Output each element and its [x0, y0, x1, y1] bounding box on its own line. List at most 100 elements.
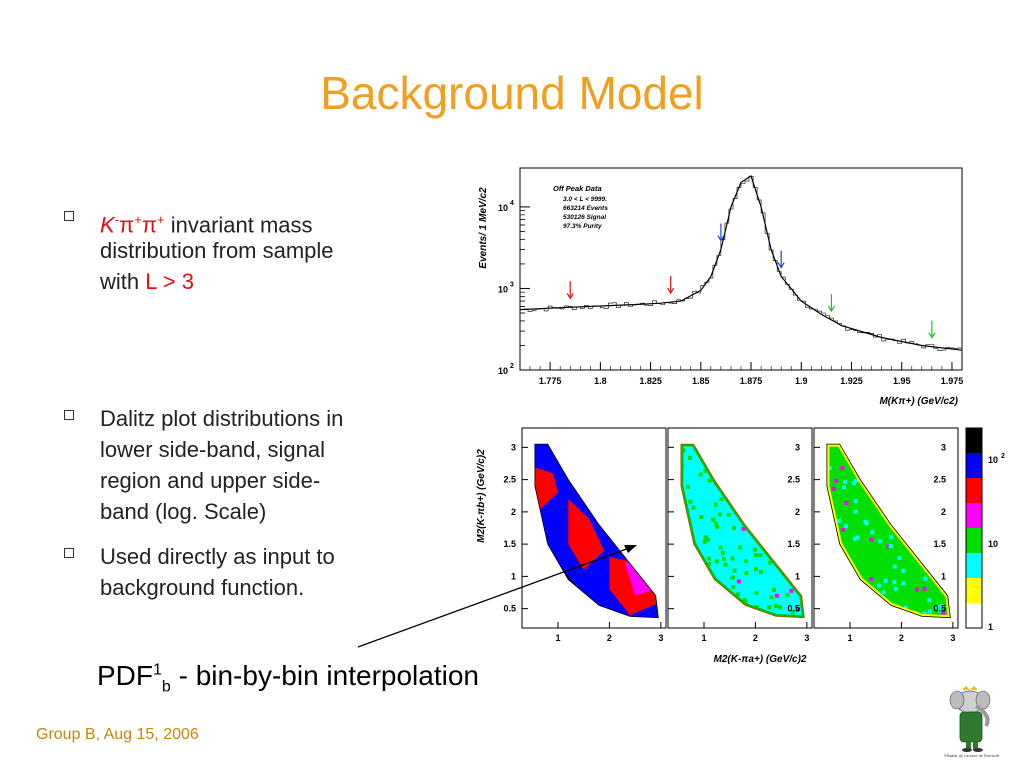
y-tick-exponent: 2 — [510, 363, 514, 370]
heat-cell — [719, 497, 724, 502]
y-tick-label: 10 — [498, 203, 508, 213]
heat-cell — [706, 556, 711, 561]
heat-cell — [790, 610, 795, 615]
heat-cell — [715, 524, 720, 529]
heat-cell — [840, 466, 845, 471]
heat-cell — [732, 568, 737, 573]
heat-cell — [730, 556, 735, 561]
heat-cell — [844, 500, 849, 505]
y-tick-label: 10 — [498, 284, 508, 294]
x-tick-label: 1.875 — [740, 376, 763, 386]
dalitz-y-axis-title: M2(K-πb+) (GeV/c)2 — [476, 449, 487, 543]
heat-cell — [851, 481, 856, 486]
bullet-square-icon — [64, 410, 74, 420]
colorbar-segment — [966, 453, 982, 478]
heat-cell — [714, 521, 719, 526]
heat-cell — [703, 536, 708, 541]
heat-cell — [707, 478, 712, 483]
sideband-arrowhead — [928, 332, 936, 339]
bullet-square-icon — [64, 211, 74, 221]
heat-cell — [769, 595, 774, 600]
heat-cell — [720, 550, 725, 555]
info-box-line: 97.3% Purity — [563, 223, 602, 230]
bullet-text: invariant mass — [164, 212, 313, 238]
heat-cell — [855, 535, 860, 540]
footer-text: Group B, Aug 15, 2006 — [36, 726, 199, 743]
dalitz-x-axis-title: M2(K-πa+) (GeV/c)2 — [714, 654, 807, 665]
heat-cell — [713, 502, 718, 507]
heat-cell — [886, 544, 891, 549]
bullet-line: Used directly as input to — [100, 544, 335, 569]
pdf-subscript: b — [161, 678, 171, 696]
pointer-line — [357, 546, 633, 648]
heat-cell — [714, 559, 719, 564]
heat-cell — [737, 545, 742, 550]
heat-cell — [686, 484, 690, 489]
x-tick-label: 2 — [607, 633, 612, 643]
heat-cell — [883, 578, 888, 583]
bullet-line: region and upper side- — [100, 468, 321, 493]
bullet-line: lower side-band, signal — [100, 437, 326, 462]
x-tick-label: 1.975 — [941, 376, 964, 386]
heat-cell — [892, 564, 897, 569]
heat-cell — [869, 576, 874, 581]
y-tick-label: 0.5 — [503, 604, 516, 614]
heat-cell — [758, 553, 763, 557]
mass-distribution-plot: 1.775 1.8 1.825 1.85 1.875 1.9 1.925 1.95 1.975 1… — [478, 167, 964, 407]
x-tick-label: 2 — [753, 633, 758, 643]
x-tick-label: 1.925 — [840, 376, 863, 386]
babar-mascot-logo: ©Babar @ Laurent de Brunhoff — [944, 686, 1000, 758]
y-tick-label: 3 — [795, 442, 800, 452]
x-tick-label: 2 — [899, 633, 904, 643]
heat-cell — [730, 575, 735, 580]
heat-cell — [691, 505, 696, 510]
heat-cell — [897, 555, 902, 560]
heat-cell — [742, 597, 747, 602]
heat-cell — [922, 586, 927, 591]
y-tick-label: 0.5 — [787, 604, 800, 614]
pdf-description: - bin-by-bin interpolation — [170, 660, 479, 691]
heat-cell — [744, 558, 749, 563]
heat-cell — [706, 537, 711, 542]
heat-cell — [736, 592, 740, 597]
x-tick-label: 1.825 — [639, 376, 662, 386]
heat-cell — [869, 537, 874, 542]
heat-cell — [753, 547, 758, 552]
heat-cell — [841, 485, 846, 490]
colorbar-segment — [966, 553, 982, 578]
heat-cell — [741, 526, 746, 531]
sideband-arrowhead — [827, 305, 835, 313]
heat-cell — [927, 609, 932, 614]
heat-cell — [681, 448, 686, 453]
heat-cell — [922, 611, 927, 616]
bullet-line: distribution from sample — [100, 238, 334, 263]
heat-cell — [702, 539, 707, 544]
heat-cell — [744, 571, 749, 576]
heat-cell — [699, 515, 704, 520]
y-tick-label: 1.5 — [933, 539, 946, 549]
heat-cell — [853, 536, 857, 541]
heat-cell — [726, 512, 731, 517]
heat-cell — [892, 580, 897, 585]
dalitz-boundary — [534, 443, 659, 619]
sideband-arrowhead — [777, 262, 785, 269]
heat-cell — [736, 579, 741, 584]
x-tick-label: 1 — [701, 633, 706, 643]
histogram-steps — [520, 176, 962, 351]
heat-cell — [836, 519, 841, 523]
heat-cell — [743, 600, 748, 605]
heat-cell — [853, 499, 858, 504]
heat-cell — [938, 608, 943, 613]
heat-cell — [778, 605, 783, 610]
heat-cell — [834, 478, 838, 483]
y-tick-label: 1.5 — [503, 539, 516, 549]
heat-cell — [840, 528, 845, 532]
dalitz-plots: 1 2 3 0.5 1 1.5 2 2.5 3 1 2 3 0.5 1 1.5 2 2.5 3 1 2 3 0.5 1 1.5… — [476, 427, 1005, 665]
heat-cell — [854, 478, 858, 483]
heat-cell — [923, 576, 928, 581]
bullet-text: with — [100, 269, 146, 294]
heat-cell — [901, 581, 906, 586]
heat-cell — [718, 545, 723, 550]
y-tick-label: 2 — [511, 507, 516, 517]
colorbar-label: 10 — [988, 539, 998, 549]
